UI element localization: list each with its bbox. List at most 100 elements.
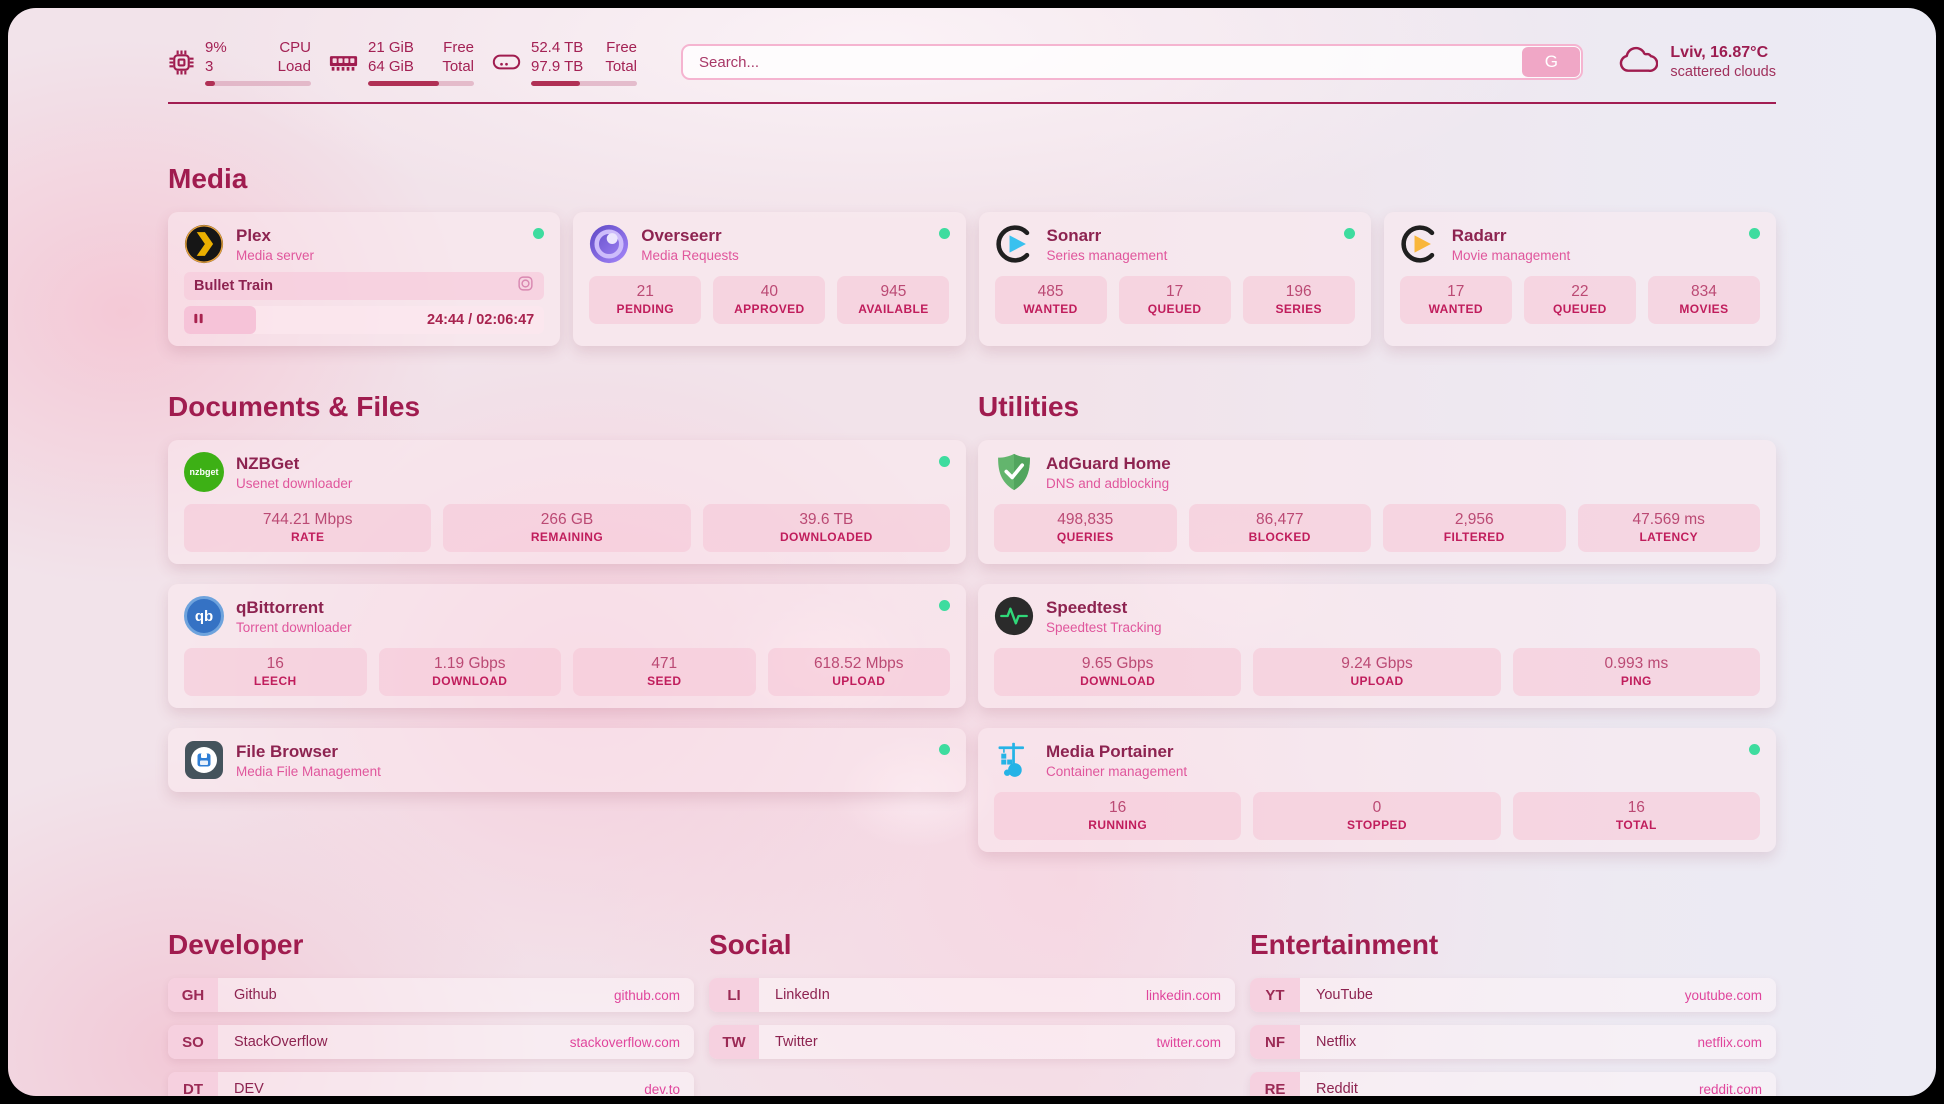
- portainer-title: Media Portainer: [1046, 741, 1174, 761]
- radarr-card[interactable]: Radarr Movie management 17 WANTED 22 QUEUE…: [1383, 212, 1776, 346]
- overseerr-card[interactable]: Overseerr Media Requests 21 PENDING 40 APP…: [573, 212, 966, 346]
- portainer-card[interactable]: Media Portainer Container management 16 R…: [978, 728, 1776, 852]
- qbittorrent-title: qBittorrent: [236, 597, 324, 617]
- weather-condition: scattered clouds: [1670, 64, 1776, 80]
- portainer-subtitle: Container management: [1046, 763, 1188, 779]
- disk-total-value: 97.9 TB: [531, 58, 584, 75]
- pause-icon[interactable]: [193, 311, 204, 329]
- stat-upload: 618.52 Mbps UPLOAD: [767, 648, 950, 696]
- dashboard-page: 9% CPU 3 Load 21 GiB Free 64 GiB Total 52.4 …: [8, 8, 1936, 1096]
- stat-movies: 834 MOVIES: [1647, 276, 1760, 324]
- memory-total-label: Total: [442, 58, 474, 75]
- filebrowser-status-dot: [939, 744, 950, 755]
- stat-rate: 744.21 Mbps RATE: [184, 504, 432, 552]
- stat-leech: 16 LEECH: [184, 648, 367, 696]
- radarr-status-dot: [1749, 228, 1760, 239]
- plex-status-dot: [533, 228, 545, 239]
- stat-filtered: 2,956 FILTERED: [1383, 504, 1566, 552]
- disk-free-value: 52.4 TB: [531, 39, 584, 56]
- nzbget-icon: nzbget: [184, 452, 224, 492]
- radarr-title: Radarr: [1451, 225, 1507, 245]
- portainer-status-dot: [1749, 744, 1760, 755]
- adguard-icon: [994, 452, 1034, 492]
- overseerr-icon: [589, 224, 629, 264]
- playback-time: 24:44 / 02:06:47: [427, 312, 535, 328]
- memory-icon: [329, 52, 358, 73]
- speedtest-subtitle: Speedtest Tracking: [1046, 619, 1162, 635]
- stat-latency: 47.569 ms LATENCY: [1577, 504, 1760, 552]
- now-playing-title: Bullet Train: [194, 278, 273, 294]
- playback-progress-bar: 24:44 / 02:06:47: [184, 306, 545, 334]
- bookmark-stackoverflow[interactable]: SO StackOverflow stackoverflow.com: [168, 1025, 694, 1059]
- stat-wanted: 17 WANTED: [1399, 276, 1512, 324]
- stat-download: 9.65 Gbps DOWNLOAD: [994, 648, 1242, 696]
- stat-downloaded: 39.6 TB DOWNLOADED: [702, 504, 950, 552]
- adguard-card[interactable]: AdGuard Home DNS and adblocking 498,835 Q…: [978, 440, 1776, 564]
- bookmark-youtube[interactable]: YT YouTube youtube.com: [1250, 978, 1776, 1012]
- stat-queued: 22 QUEUED: [1523, 276, 1636, 324]
- memory-free-label: Free: [443, 39, 474, 56]
- qbittorrent-card[interactable]: qb qBittorrent Torrent downloader 16 LEEC…: [168, 584, 966, 708]
- stat-upload: 9.24 Gbps UPLOAD: [1253, 648, 1501, 696]
- stat-available: 945 AVAILABLE: [837, 276, 950, 324]
- memory-widget: 21 GiB Free 64 GiB Total: [329, 38, 474, 86]
- overseerr-status-dot: [938, 228, 950, 239]
- disk-widget: 52.4 TB Free 97.9 TB Total: [492, 38, 637, 86]
- cpu-load-value: 3: [205, 58, 214, 75]
- cpu-progress: [205, 81, 311, 86]
- nzbget-title: NZBGet: [236, 453, 300, 473]
- memory-progress: [368, 81, 474, 86]
- bookmark-linkedin[interactable]: LI LinkedIn linkedin.com: [709, 978, 1235, 1012]
- qbittorrent-status-dot: [939, 600, 950, 611]
- speedtest-card[interactable]: Speedtest Speedtest Tracking 9.65 Gbps DO…: [978, 584, 1776, 708]
- documents-column: Documents & Files nzbget NZBGet Usenet d…: [168, 390, 966, 792]
- radarr-subtitle: Movie management: [1451, 247, 1571, 263]
- sonarr-card[interactable]: Sonarr Series management 485 WANTED 17 QUE…: [978, 212, 1371, 346]
- developer-section-heading: Developer: [168, 929, 304, 960]
- bookmark-reddit[interactable]: RE Reddit reddit.com: [1250, 1072, 1776, 1096]
- search-bar: G: [681, 44, 1584, 80]
- stat-wanted: 485 WANTED: [994, 276, 1107, 324]
- search-input[interactable]: [681, 44, 1584, 80]
- bookmark-netflix[interactable]: NF Netflix netflix.com: [1250, 1025, 1776, 1059]
- plex-card[interactable]: Plex Media server Bullet Train 24:44 / 0…: [168, 212, 561, 346]
- nzbget-subtitle: Usenet downloader: [236, 475, 353, 491]
- stat-ping: 0.993 ms PING: [1512, 648, 1760, 696]
- social-column: Social LI LinkedIn linkedin.com TW Twitt…: [709, 928, 1235, 1059]
- stat-total: 16 TOTAL: [1512, 792, 1760, 840]
- cpu-usage-label: CPU: [279, 39, 311, 56]
- header-divider: [168, 102, 1776, 104]
- view-session-icon[interactable]: [517, 275, 534, 297]
- plex-icon: [184, 224, 224, 264]
- disk-icon: [492, 51, 521, 73]
- speedtest-icon: [994, 596, 1034, 636]
- portainer-icon: [994, 740, 1034, 780]
- stat-running: 16 RUNNING: [994, 792, 1242, 840]
- stat-stopped: 0 STOPPED: [1253, 792, 1501, 840]
- stat-blocked: 86,477 BLOCKED: [1188, 504, 1371, 552]
- bookmark-dev[interactable]: DT DEV dev.to: [168, 1072, 694, 1096]
- middle-sections: Documents & Files nzbget NZBGet Usenet d…: [168, 390, 1776, 852]
- memory-total-value: 64 GiB: [368, 58, 414, 75]
- nzbget-card[interactable]: nzbget NZBGet Usenet downloader 744.21 M…: [168, 440, 966, 564]
- stat-pending: 21 PENDING: [589, 276, 702, 324]
- bookmark-github[interactable]: GH Github github.com: [168, 978, 694, 1012]
- radarr-icon: [1400, 224, 1440, 264]
- media-cards-row: Plex Media server Bullet Train 24:44 / 0…: [168, 212, 1776, 346]
- entertainment-section-heading: Entertainment: [1250, 929, 1439, 960]
- overseerr-subtitle: Media Requests: [641, 247, 739, 263]
- nzbget-status-dot: [939, 456, 950, 467]
- filebrowser-card[interactable]: File Browser Media File Management: [168, 728, 966, 792]
- filebrowser-icon: [184, 740, 224, 780]
- media-section-heading: Media: [168, 163, 248, 194]
- disk-free-label: Free: [606, 39, 637, 56]
- bookmark-twitter[interactable]: TW Twitter twitter.com: [709, 1025, 1235, 1059]
- developer-column: Developer GH Github github.com SO StackO…: [168, 928, 694, 1096]
- cpu-icon: [168, 49, 195, 76]
- stat-seed: 471 SEED: [573, 648, 756, 696]
- cpu-usage-value: 9%: [205, 39, 227, 56]
- cpu-load-label: Load: [277, 58, 311, 75]
- speedtest-title: Speedtest: [1046, 597, 1128, 617]
- stat-series: 196 SERIES: [1242, 276, 1355, 324]
- search-engine-button[interactable]: G: [1522, 47, 1581, 77]
